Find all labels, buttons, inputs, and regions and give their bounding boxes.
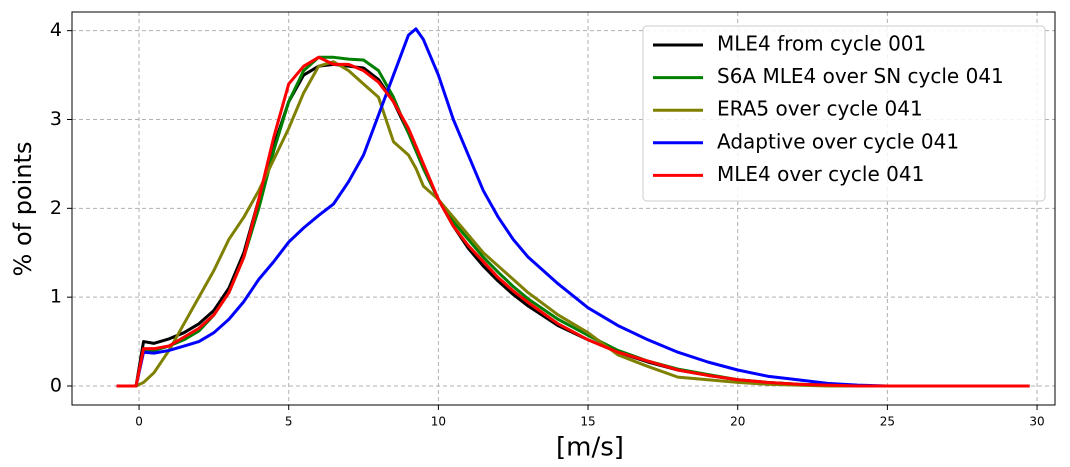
x-tick-label: 0 bbox=[135, 415, 143, 429]
legend-box bbox=[642, 25, 1046, 202]
x-tick-label: 20 bbox=[730, 415, 745, 429]
x-tick-label: 30 bbox=[1029, 415, 1044, 429]
y-tick-label: 4 bbox=[50, 19, 62, 41]
x-tick-label: 10 bbox=[431, 415, 446, 429]
legend-label: S6A MLE4 over SN cycle 041 bbox=[717, 64, 1004, 88]
x-axis-label: [m/s] bbox=[556, 433, 624, 463]
y-axis-label: % of points bbox=[9, 142, 37, 277]
y-tick-label: 3 bbox=[50, 108, 62, 130]
plot-frame bbox=[71, 11, 1056, 406]
legend-label: MLE4 from cycle 001 bbox=[717, 32, 926, 56]
x-tick-label: 5 bbox=[285, 415, 293, 429]
legend-label: ERA5 over cycle 041 bbox=[717, 97, 923, 121]
y-tick-label: 0 bbox=[50, 374, 62, 396]
series-line bbox=[116, 55, 1030, 388]
legend-label: Adaptive over cycle 041 bbox=[717, 129, 959, 153]
series-line bbox=[116, 27, 1030, 388]
x-tick-label: 25 bbox=[880, 415, 895, 429]
legend-label: MLE4 over cycle 041 bbox=[717, 162, 924, 186]
series-line bbox=[116, 60, 1030, 388]
y-tick-label: 1 bbox=[50, 286, 62, 308]
x-tick-label: 15 bbox=[580, 415, 595, 429]
y-tick-label: 2 bbox=[50, 197, 62, 219]
